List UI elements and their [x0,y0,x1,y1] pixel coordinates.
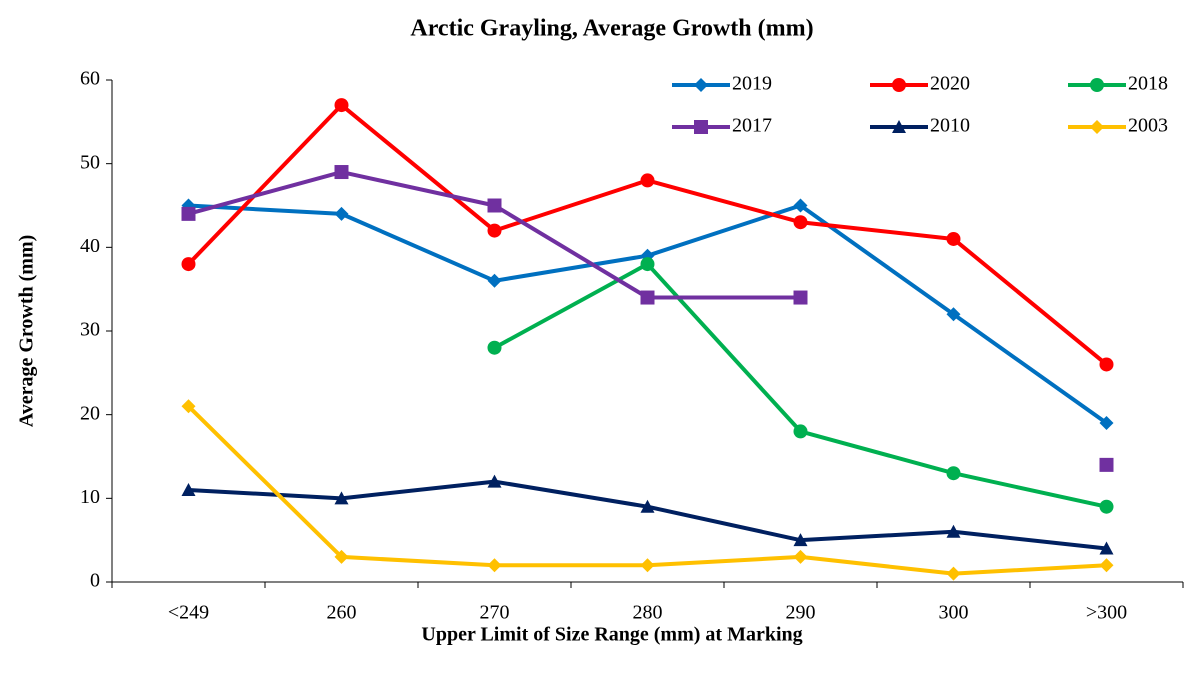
data-point [181,399,196,414]
data-point [640,173,655,188]
data-point [793,533,808,547]
data-point [793,549,808,564]
data-point [334,549,349,564]
x-tick-label: 290 [786,602,816,624]
x-tick-label: 280 [633,602,663,624]
y-tick-label: 40 [80,235,100,257]
legend-label: 2018 [1128,73,1168,95]
legend-marker [892,78,906,92]
x-axis-label: Upper Limit of Size Range (mm) at Markin… [421,624,802,646]
data-point [1099,499,1114,514]
data-point [1099,357,1114,372]
data-point [946,307,961,322]
legend-label: 2010 [930,115,970,137]
legend-label: 2020 [930,73,970,95]
data-point [181,206,196,221]
legend-label: 2019 [732,73,772,95]
data-point [793,198,808,213]
series-line [188,203,1108,425]
series-line [188,479,1107,551]
data-point [334,206,349,221]
data-point [640,558,655,573]
data-point [1099,558,1114,573]
y-tick-label: 0 [90,570,100,592]
legend-marker [1090,120,1104,134]
y-tick-label: 30 [80,319,100,341]
legend-marker [694,120,708,134]
y-tick-label: 60 [80,68,100,90]
chart-title: Arctic Grayling, Average Growth (mm) [410,16,813,42]
data-point [487,474,502,488]
y-axis-label: Average Growth (mm) [16,235,38,428]
legend-label: 2017 [732,115,772,137]
data-point [334,491,349,505]
data-point [487,223,502,238]
data-point [640,499,655,513]
y-tick-label: 50 [80,151,100,173]
data-point [640,290,655,305]
y-tick-label: 20 [80,402,100,424]
x-tick-label: >300 [1086,602,1127,624]
data-point [640,257,655,272]
y-tick-label: 10 [80,486,100,508]
x-tick-label: <249 [168,602,209,624]
x-tick-label: 260 [327,602,357,624]
data-point [946,566,961,581]
data-point [334,98,349,113]
x-tick-label: 270 [480,602,510,624]
data-point [946,466,961,481]
data-point [487,558,502,573]
series-line [187,404,1107,576]
data-point [793,290,808,305]
data-point [487,273,502,288]
data-point [793,424,808,439]
data-point [181,482,196,496]
x-tick-label: 300 [939,602,969,624]
legend-marker [892,120,906,133]
data-point [334,165,349,180]
legend-marker [694,78,708,92]
data-point [640,248,655,263]
legend-label: 2003 [1128,115,1168,137]
data-point [1099,541,1114,555]
legend-marker [1090,78,1104,92]
data-point [487,340,502,355]
data-point [1099,457,1114,472]
data-point [487,198,502,213]
data-point [1099,416,1114,431]
data-point [946,524,961,538]
data-point [946,231,961,246]
data-point [793,215,808,230]
data-point [181,257,196,272]
series-line [189,172,1107,465]
